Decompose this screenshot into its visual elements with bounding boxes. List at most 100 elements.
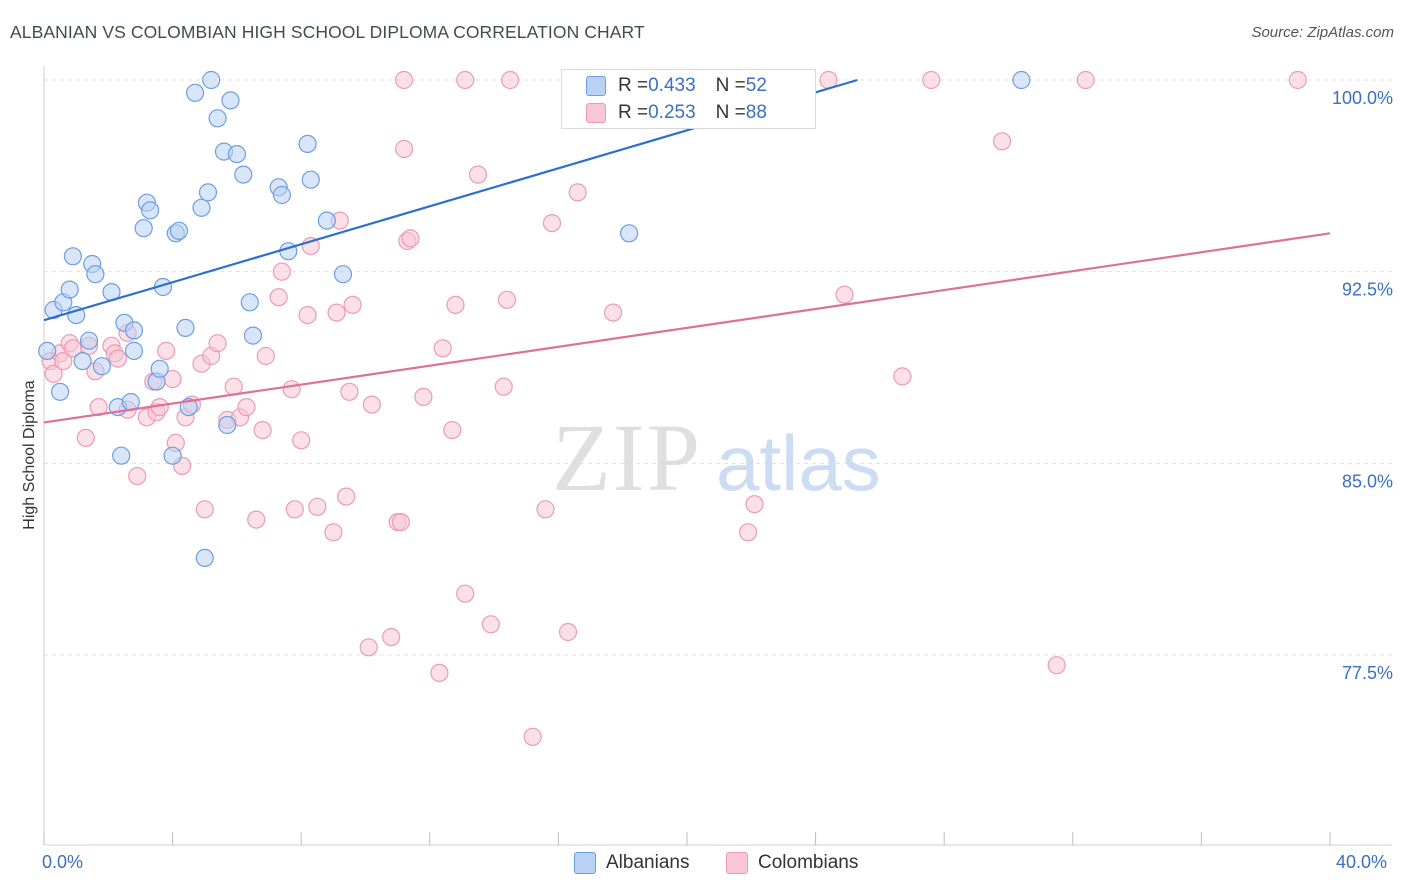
albanian-point — [79, 331, 99, 350]
colombian-point — [359, 638, 378, 657]
albanian-point — [163, 446, 182, 465]
colombian-point — [195, 500, 214, 519]
albanian-point — [186, 83, 205, 102]
colombian-point — [481, 615, 500, 634]
albanian-point — [169, 221, 189, 240]
n-value-colombians: 88 — [745, 102, 767, 123]
colombian-point — [395, 139, 414, 159]
colombian-point — [745, 495, 764, 514]
albanians-points — [38, 70, 1031, 568]
colombian-point — [468, 165, 488, 184]
albanian-point — [50, 382, 70, 401]
albanian-point — [38, 341, 57, 360]
colombian-point — [253, 421, 272, 440]
legend-row-colombians: R = 0.253 N = 88 — [586, 101, 767, 125]
colombians-swatch — [586, 103, 606, 123]
r-label: R = — [618, 102, 649, 123]
colombian-point — [1076, 70, 1095, 90]
albanian-point — [141, 201, 160, 220]
colombian-point — [430, 663, 449, 683]
colombian-point — [89, 398, 108, 417]
colombian-point — [157, 341, 176, 360]
legend-row-albanians: R = 0.433 N = 52 — [586, 74, 767, 98]
watermark-atlas: atlas — [716, 419, 881, 507]
albanian-point — [243, 326, 263, 345]
colombian-point — [324, 523, 343, 542]
r-value-colombians: 0.253 — [648, 102, 696, 123]
colombian-point — [401, 229, 420, 248]
colombian-point — [443, 421, 462, 440]
albanian-point — [298, 134, 317, 153]
albanian-point — [198, 183, 218, 202]
colombian-point — [992, 132, 1012, 151]
albanian-point — [234, 165, 253, 184]
n-label: N = — [715, 75, 746, 96]
albanian-point — [86, 265, 105, 284]
colombian-point — [391, 512, 410, 532]
colombian-point — [44, 364, 63, 383]
colombian-point — [395, 70, 414, 90]
albanian-point — [272, 185, 291, 205]
colombian-point — [269, 288, 288, 307]
colombian-point — [282, 380, 301, 399]
albanian-point — [112, 446, 131, 465]
colombian-point — [835, 285, 854, 304]
albanian-point — [317, 211, 336, 230]
albanian-point — [60, 280, 79, 299]
y-tick-labels: 77.5% 85.0% 92.5% 100.0% — [1332, 88, 1393, 683]
colombian-point — [285, 500, 304, 519]
colombian-point — [1047, 656, 1066, 675]
albanian-point — [202, 70, 221, 90]
colombian-point — [340, 382, 359, 401]
albanian-point — [301, 170, 320, 189]
albanian-point — [221, 91, 240, 110]
colombian-point — [247, 510, 266, 529]
colombian-point — [523, 727, 542, 746]
albanian-point — [240, 293, 259, 312]
trend-lines — [43, 78, 1331, 424]
colombian-point — [272, 262, 291, 281]
y-tick-label: 77.5% — [1342, 663, 1393, 683]
watermark-zip: ZIP — [552, 404, 702, 511]
albanian-point — [124, 321, 144, 340]
colombian-point — [308, 497, 327, 516]
colombian-point — [603, 303, 623, 322]
albanian-point — [73, 352, 92, 371]
colombian-point — [343, 295, 362, 314]
y-tick-label: 92.5% — [1342, 280, 1393, 300]
colombian-point — [327, 303, 346, 322]
y-tick-label: 85.0% — [1342, 471, 1393, 491]
albanian-point — [619, 224, 639, 243]
colombian-point — [893, 367, 912, 386]
axes — [43, 66, 1392, 846]
colombian-point — [128, 467, 147, 486]
albanian-point — [333, 265, 353, 284]
colombian-point — [558, 622, 578, 642]
colombian-point — [337, 487, 356, 506]
albanian-point — [63, 247, 83, 266]
colombian-point — [494, 377, 513, 396]
albanian-point — [92, 357, 112, 376]
source-label: Source: ZipAtlas.com — [1251, 24, 1394, 41]
albanian-point — [195, 548, 214, 568]
colombian-point — [497, 290, 517, 309]
colombian-point — [501, 70, 520, 90]
x-tick-max: 40.0% — [1336, 852, 1388, 872]
colombian-point — [738, 523, 758, 542]
chart-title: ALBANIAN VS COLOMBIAN HIGH SCHOOL DIPLOM… — [10, 22, 645, 42]
colombian-point — [568, 183, 587, 202]
legend-item-albanians: Albanians — [574, 852, 689, 874]
colombian-point — [446, 295, 465, 314]
colombians-points — [41, 70, 1307, 746]
colombian-point — [414, 387, 433, 406]
colombians-legend-swatch — [726, 852, 748, 874]
albanians-legend-label: Albanians — [606, 852, 690, 873]
colombians-trend-line — [43, 232, 1331, 424]
colombians-legend-label: Colombians — [758, 852, 859, 873]
colombian-point — [292, 431, 311, 450]
colombian-point — [108, 349, 128, 368]
colombian-point — [76, 428, 95, 447]
n-value-albanians: 52 — [745, 75, 767, 96]
colombian-point — [237, 398, 256, 417]
